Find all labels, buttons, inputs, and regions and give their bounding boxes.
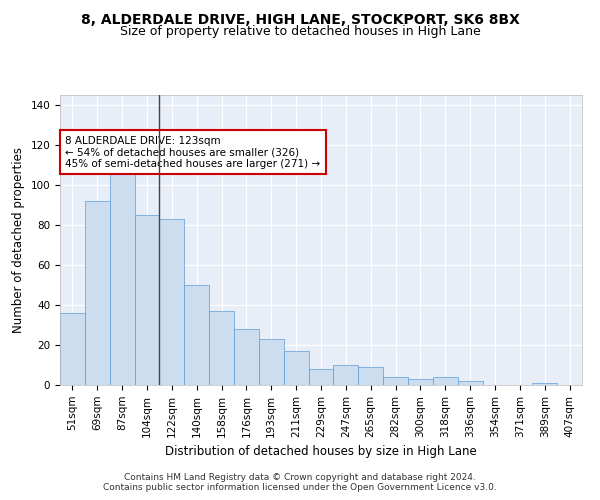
Bar xyxy=(334,365,358,385)
Bar xyxy=(85,201,110,385)
Bar xyxy=(259,339,284,385)
Bar xyxy=(234,329,259,385)
Bar xyxy=(60,313,85,385)
Bar xyxy=(532,383,557,385)
Bar xyxy=(358,367,383,385)
Bar xyxy=(110,165,134,385)
Text: Size of property relative to detached houses in High Lane: Size of property relative to detached ho… xyxy=(119,25,481,38)
Y-axis label: Number of detached properties: Number of detached properties xyxy=(12,147,25,333)
Bar xyxy=(408,379,433,385)
Bar xyxy=(458,381,482,385)
Bar xyxy=(160,219,184,385)
Bar xyxy=(209,311,234,385)
Text: Contains HM Land Registry data © Crown copyright and database right 2024.
Contai: Contains HM Land Registry data © Crown c… xyxy=(103,473,497,492)
Bar xyxy=(134,215,160,385)
Bar xyxy=(308,369,334,385)
Bar xyxy=(184,285,209,385)
Text: 8 ALDERDALE DRIVE: 123sqm
← 54% of detached houses are smaller (326)
45% of semi: 8 ALDERDALE DRIVE: 123sqm ← 54% of detac… xyxy=(65,136,320,169)
Bar xyxy=(284,351,308,385)
X-axis label: Distribution of detached houses by size in High Lane: Distribution of detached houses by size … xyxy=(165,445,477,458)
Bar xyxy=(383,377,408,385)
Bar xyxy=(433,377,458,385)
Text: 8, ALDERDALE DRIVE, HIGH LANE, STOCKPORT, SK6 8BX: 8, ALDERDALE DRIVE, HIGH LANE, STOCKPORT… xyxy=(80,12,520,26)
